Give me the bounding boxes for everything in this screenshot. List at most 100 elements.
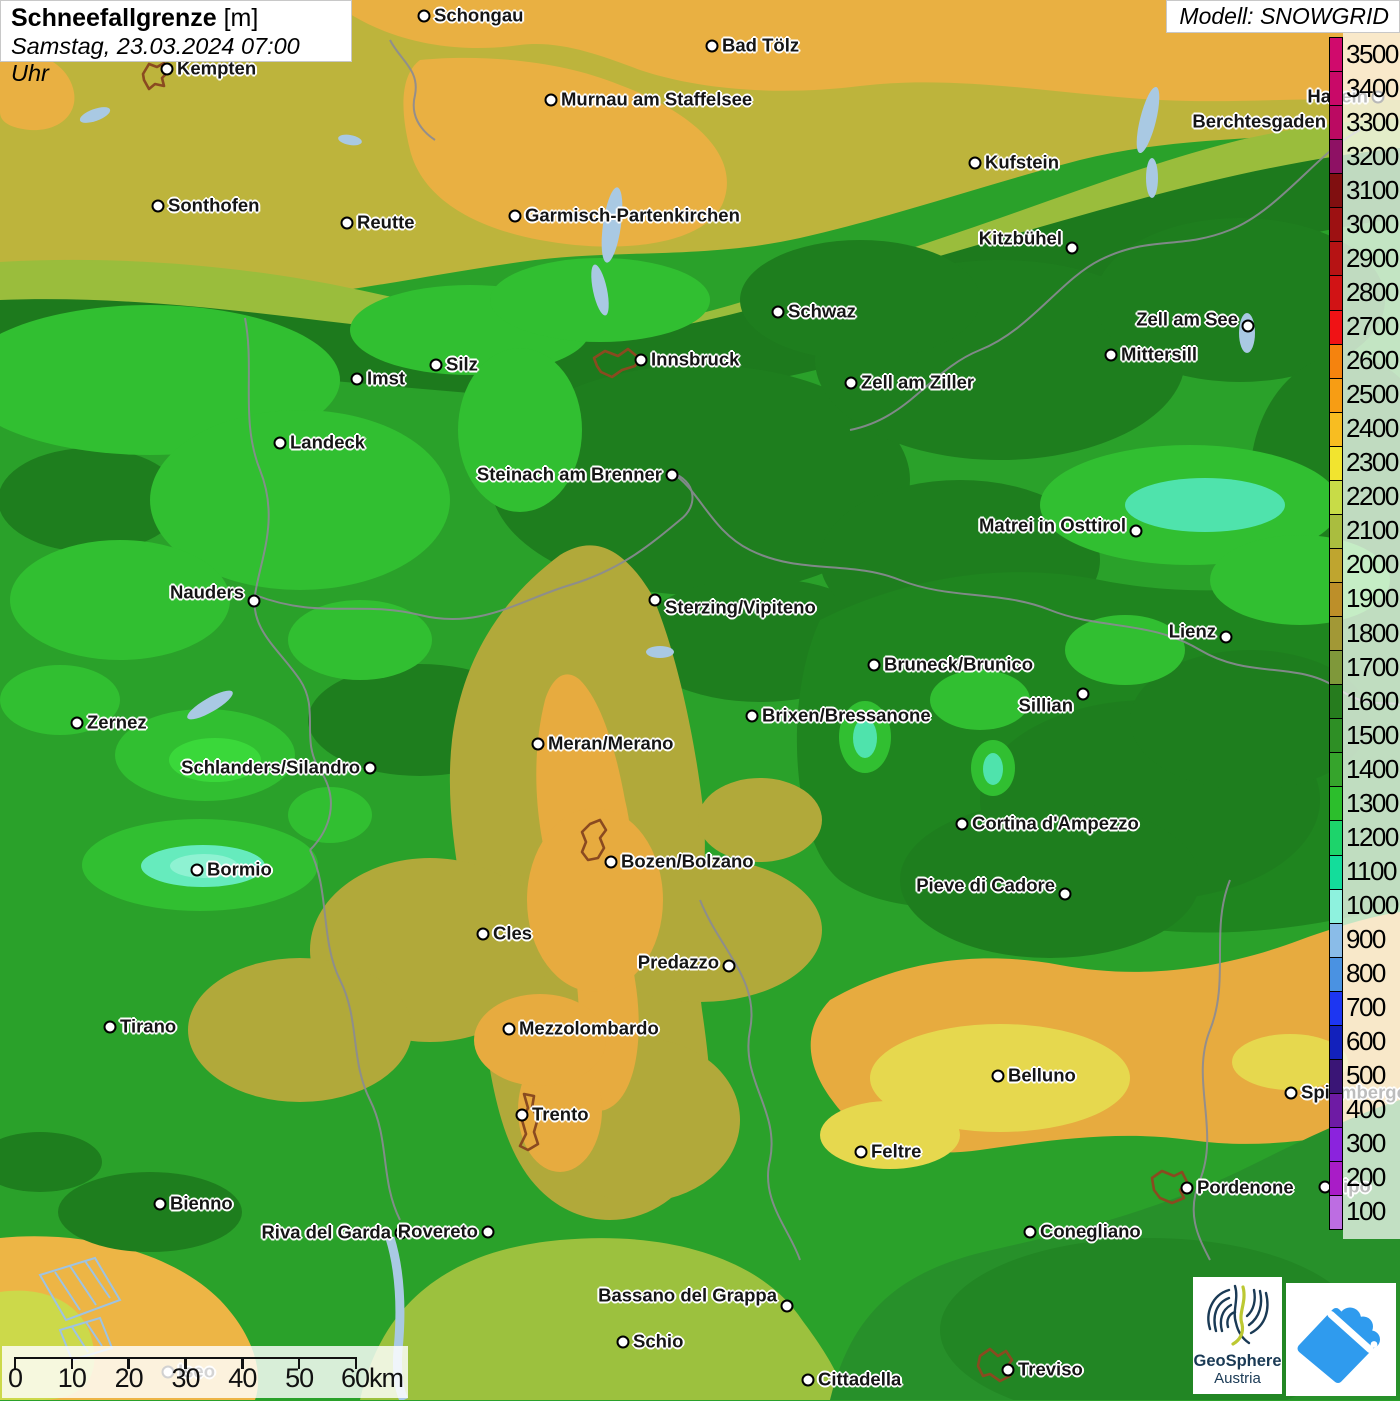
colorbar-segment-1500 — [1330, 719, 1342, 754]
city-marker-icon — [604, 855, 618, 869]
page-title: Schneefallgrenze [m] — [11, 4, 341, 33]
colorbar-tick-label: 1900 — [1346, 583, 1399, 614]
city-marker-icon — [1129, 524, 1143, 538]
colorbar-strip — [1329, 37, 1343, 1230]
city-marker-icon — [1104, 348, 1118, 362]
city-label: Cittadella — [818, 1368, 902, 1390]
city-marker-icon — [476, 927, 490, 941]
city-marker-icon — [991, 1069, 1005, 1083]
scalebar-label: 0 — [7, 1363, 23, 1393]
city-label: Matrei in Osttirol — [979, 514, 1126, 536]
city-label: Bassano del Grappa — [598, 1284, 777, 1306]
city-marker-icon — [801, 1373, 815, 1387]
city-marker-icon — [531, 737, 545, 751]
scalebar-tick — [297, 1357, 301, 1369]
city-marker-icon — [722, 959, 736, 973]
scalebar-label: 10 — [57, 1363, 87, 1393]
city-marker-icon — [867, 658, 881, 672]
colorbar-segment-2900 — [1330, 242, 1342, 277]
city-label: Brixen/Bressanone — [762, 704, 931, 726]
city-marker-icon — [1241, 319, 1255, 333]
city-marker-icon — [955, 817, 969, 831]
city-marker-icon — [508, 209, 522, 223]
geosphere-country: Austria — [1214, 1370, 1261, 1388]
scalebar-label: 40 — [228, 1363, 257, 1393]
city-marker-icon — [190, 863, 204, 877]
colorbar-segment-2000 — [1330, 548, 1342, 583]
colorbar-segment-1400 — [1330, 753, 1342, 788]
city-label: Kufstein — [985, 151, 1059, 173]
colorbar-segment-3100 — [1330, 174, 1342, 209]
city-marker-icon — [1284, 1086, 1298, 1100]
colorbar-tick-label: 300 — [1346, 1127, 1386, 1158]
city-label: Landeck — [290, 431, 366, 453]
colorbar-tick-label: 2700 — [1346, 311, 1399, 342]
city-marker-icon — [665, 468, 679, 482]
colorbar-tick-label: 2000 — [1346, 549, 1399, 580]
city-label: Zernez — [87, 711, 147, 733]
colorbar-tick-label: 2800 — [1346, 277, 1399, 308]
city-marker-icon — [648, 593, 662, 607]
title-datetime: Samstag, 23.03.2024 07:00 Uhr — [11, 32, 300, 86]
city-marker-icon — [1058, 887, 1072, 901]
title-text: Schneefallgrenze — [11, 4, 217, 32]
city-label: Imst — [367, 367, 406, 389]
colorbar-segment-2500 — [1330, 378, 1342, 413]
scalebar-tick — [127, 1357, 130, 1369]
city-marker-icon — [968, 156, 982, 170]
city-label: Innsbruck — [651, 348, 740, 370]
colorbar-tick-label: 3100 — [1346, 175, 1399, 206]
colorbar-segment-2700 — [1330, 310, 1342, 345]
colorbar-tick-label: 2200 — [1346, 481, 1399, 512]
city-label: Conegliano — [1040, 1220, 1141, 1242]
city-label: Schio — [633, 1330, 684, 1352]
city-marker-icon — [1076, 687, 1090, 701]
scalebar-label: 20 — [114, 1363, 144, 1393]
city-label: Mezzolombardo — [519, 1017, 659, 1039]
city-label: Cles — [493, 922, 533, 944]
scalebar-label: 30 — [171, 1363, 200, 1393]
colorbar-panel — [1343, 33, 1400, 1239]
city-marker-icon — [502, 1022, 516, 1036]
colorbar-segment-2100 — [1330, 514, 1342, 549]
colorbar-tick-label: 3300 — [1346, 107, 1399, 138]
city-marker-icon — [1219, 630, 1233, 644]
colorbar-segment-900 — [1330, 923, 1342, 958]
colorbar-segment-3200 — [1330, 140, 1342, 175]
city-label: Meran/Merano — [548, 732, 674, 754]
city-label: Kitzbühel — [978, 227, 1062, 249]
city-marker-icon — [1001, 1363, 1015, 1377]
colorbar-segment-500 — [1330, 1059, 1342, 1094]
colorbar-tick-label: 400 — [1346, 1093, 1386, 1124]
city-label: Lienz — [1168, 620, 1216, 642]
blue-mountain-icon — [1297, 1307, 1380, 1383]
city-label: Rovereto — [397, 1220, 478, 1242]
colorbar-segment-2300 — [1330, 446, 1342, 481]
colorbar-tick-label: 600 — [1346, 1025, 1386, 1056]
colorbar-tick-label: 1700 — [1346, 651, 1399, 682]
city-marker-icon — [394, 1226, 408, 1240]
scalebar-label: 50 — [285, 1363, 314, 1393]
city-label: Riva del Garda — [261, 1221, 391, 1243]
colorbar-segment-2200 — [1330, 480, 1342, 515]
city-marker-icon — [151, 199, 165, 213]
colorbar-segment-3400 — [1330, 72, 1342, 107]
city-label: Predazzo — [637, 951, 719, 973]
city-marker-icon — [247, 594, 261, 608]
city-marker-icon — [417, 9, 431, 23]
colorbar-segment-1600 — [1330, 685, 1342, 720]
city-label: Berchtesgaden — [1192, 110, 1326, 132]
colorbar-tick-label: 3200 — [1346, 141, 1399, 172]
city-marker-icon — [745, 709, 759, 723]
colorbar-tick-label: 200 — [1346, 1161, 1386, 1192]
scalebar: 0 10 20 30 40 50 60km — [2, 1346, 408, 1398]
city-marker-icon — [854, 1145, 868, 1159]
city-marker-icon — [350, 372, 364, 386]
model-label: Modell: SNOWGRID — [1166, 0, 1400, 33]
city-label: Murnau am Staffelsee — [561, 88, 753, 110]
colorbar-tick-label: 2100 — [1346, 515, 1399, 546]
colorbar-segment-3000 — [1330, 208, 1342, 243]
city-label: Steinach am Brenner — [476, 463, 662, 485]
